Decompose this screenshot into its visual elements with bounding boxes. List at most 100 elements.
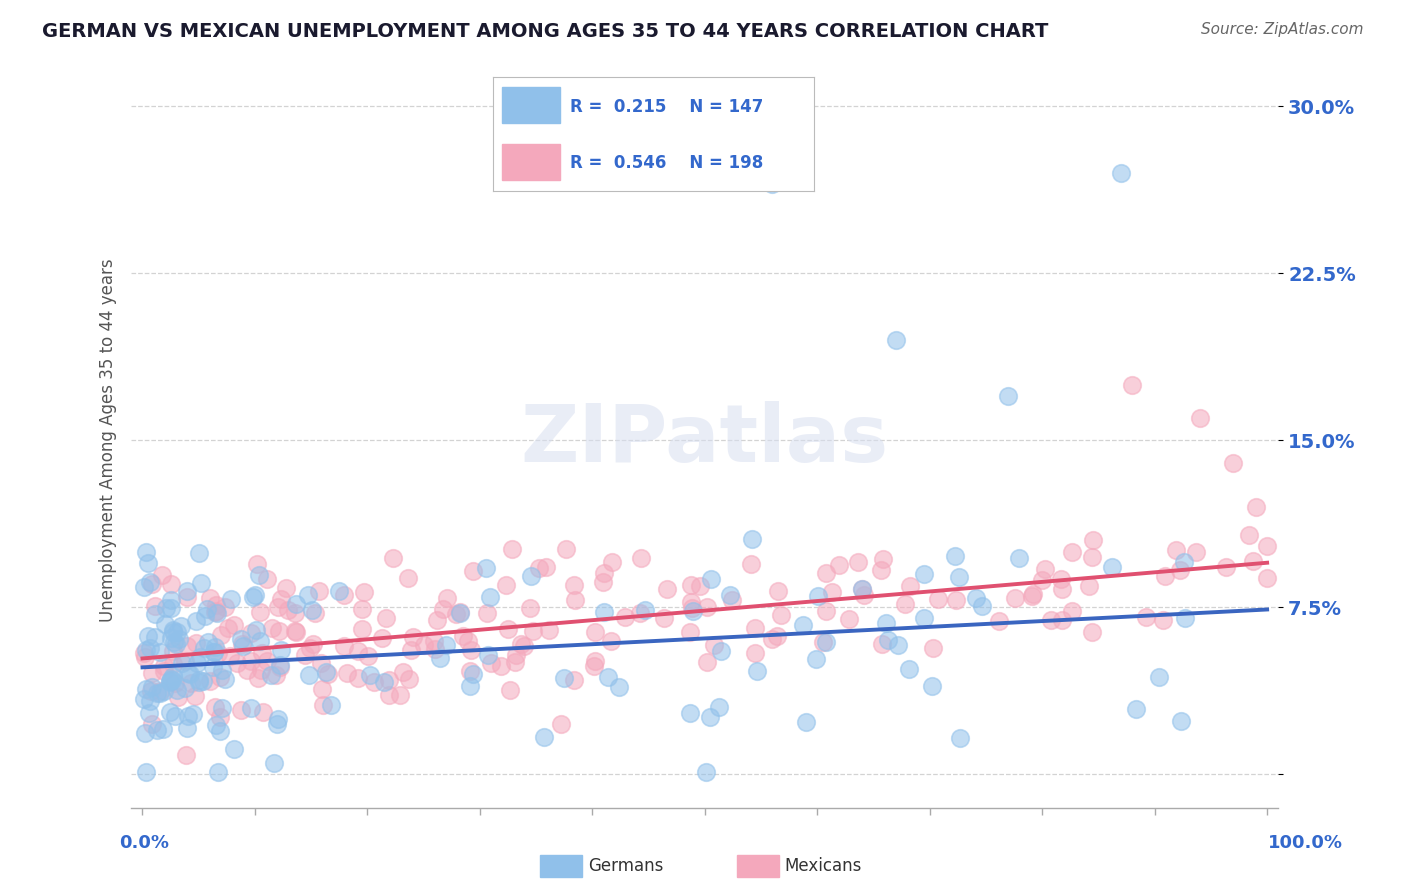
Point [162,673,184,688]
Point [396,571,419,585]
Point [141,666,163,681]
Point [689,580,711,594]
Point [434,638,457,652]
Point [197,635,219,649]
Point [298,667,321,681]
Point [135,764,157,779]
Point [135,545,157,559]
Point [165,709,187,723]
Point [145,686,167,700]
Point [186,614,208,628]
Point [333,639,356,653]
Point [912,567,935,582]
Point [150,568,173,582]
Point [350,602,373,616]
Point [165,637,187,651]
Point [276,581,298,595]
Point [132,580,155,594]
Point [208,670,231,684]
Point [177,709,200,723]
Point [461,564,484,578]
Point [458,680,481,694]
Point [679,625,702,640]
Point [460,665,482,679]
Point [564,593,586,607]
Point [1101,560,1123,574]
Point [429,650,451,665]
Text: 0.0%: 0.0% [120,834,170,852]
Point [921,680,943,694]
Point [884,333,907,347]
Point [1173,611,1195,625]
Point [1080,625,1102,640]
Point [1040,613,1063,627]
Text: GERMAN VS MEXICAN UNEMPLOYMENT AMONG AGES 35 TO 44 YEARS CORRELATION CHART: GERMAN VS MEXICAN UNEMPLOYMENT AMONG AGE… [42,22,1049,41]
Point [681,601,703,615]
Point [564,577,586,591]
Point [496,622,519,636]
Point [347,644,370,658]
Point [284,625,307,640]
Point [316,666,339,681]
Point [263,756,285,770]
Point [188,649,211,664]
Point [245,624,267,638]
Point [180,675,202,690]
Point [1078,579,1101,593]
Point [1121,377,1143,392]
Point [226,656,249,670]
Point [1021,589,1043,603]
Point [943,549,966,563]
Point [1109,166,1132,180]
Point [453,629,475,643]
Point [249,605,271,619]
Point [870,637,893,651]
Point [827,558,849,572]
Point [224,618,246,632]
Point [240,626,263,640]
Point [208,709,231,723]
Point [205,599,228,613]
Point [1256,539,1278,553]
Point [550,716,572,731]
Point [163,635,186,649]
Point [198,591,221,605]
Point [160,601,183,615]
Point [477,648,499,662]
Point [149,686,172,700]
Point [872,552,894,566]
Point [201,660,224,674]
Point [1147,670,1170,684]
Point [231,703,253,717]
Point [169,632,191,647]
Point [479,590,502,604]
Point [509,637,531,651]
Point [152,722,174,736]
Point [1222,456,1244,470]
Point [949,731,972,745]
Point [1244,500,1267,514]
Point [176,722,198,736]
Point [159,674,181,689]
Point [555,542,578,557]
Point [634,603,657,617]
Point [153,664,176,678]
Point [177,666,200,681]
Point [1060,545,1083,559]
Point [413,638,436,652]
Point [219,591,242,606]
Point [136,629,159,643]
Point [207,764,229,779]
Point [533,731,555,745]
Point [815,566,838,580]
Point [744,646,766,660]
Point [1060,604,1083,618]
Point [141,576,163,591]
Point [188,673,211,687]
Point [135,681,157,696]
Point [243,588,266,602]
Point [262,622,284,636]
Point [814,635,837,649]
Point [593,605,616,619]
Point [898,579,921,593]
